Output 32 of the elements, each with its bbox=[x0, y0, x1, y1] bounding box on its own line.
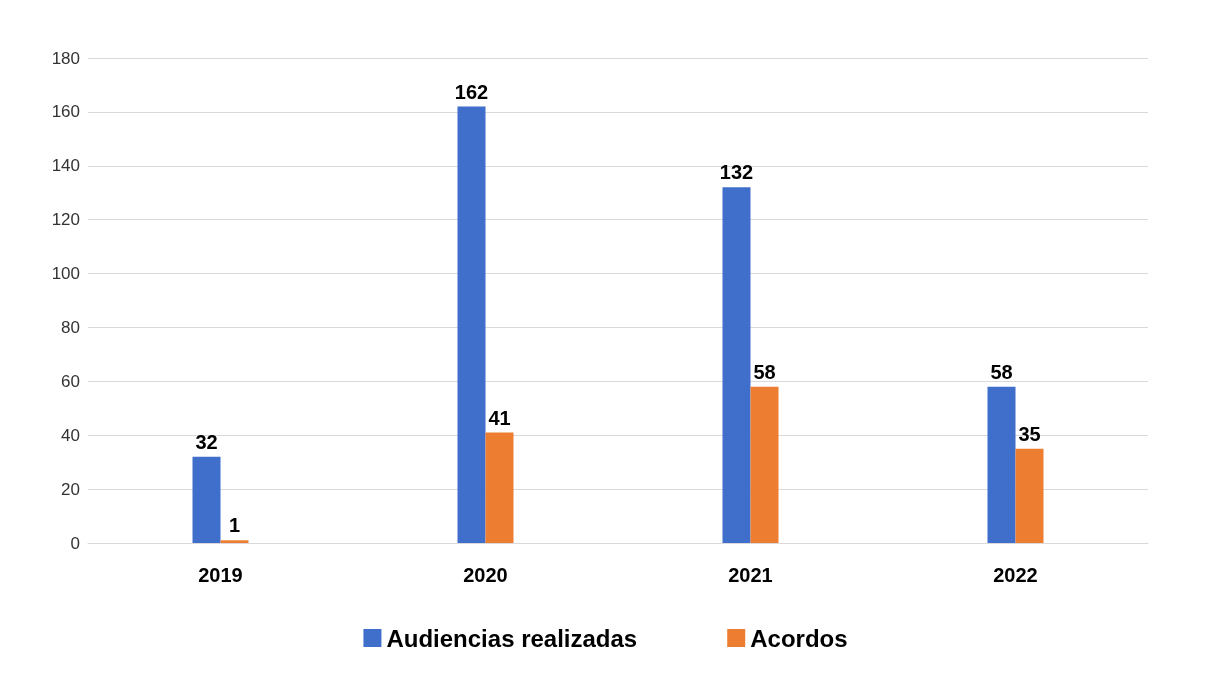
y-tick-label: 100 bbox=[51, 264, 80, 284]
bar bbox=[722, 187, 751, 543]
y-tick-label: 0 bbox=[70, 533, 80, 553]
bar bbox=[987, 386, 1016, 543]
x-tick-label: 2019 bbox=[198, 564, 243, 586]
data-label: 32 bbox=[195, 430, 218, 453]
data-label: 162 bbox=[454, 80, 489, 103]
x-tick-label: 2022 bbox=[993, 564, 1038, 586]
y-tick-label: 20 bbox=[61, 479, 80, 499]
y-tick-label: 40 bbox=[61, 425, 80, 445]
bar bbox=[457, 106, 486, 543]
data-label: 132 bbox=[719, 161, 754, 184]
data-label: 35 bbox=[1018, 422, 1041, 445]
legend-label: Audiencias realizadas bbox=[386, 624, 638, 652]
data-label: 58 bbox=[990, 360, 1013, 383]
y-tick-label: 120 bbox=[51, 210, 80, 230]
bar bbox=[485, 432, 514, 543]
data-label: 1 bbox=[228, 514, 241, 537]
data-label: 41 bbox=[488, 406, 511, 429]
bar bbox=[192, 456, 221, 543]
bar bbox=[1015, 448, 1044, 543]
y-tick-label: 160 bbox=[51, 102, 80, 122]
legend-label: Acordos bbox=[750, 624, 848, 652]
y-tick-label: 180 bbox=[51, 48, 80, 68]
y-tick-label: 60 bbox=[61, 371, 80, 391]
y-tick-label: 80 bbox=[61, 317, 80, 337]
data-label: 58 bbox=[753, 360, 776, 383]
bar bbox=[750, 386, 779, 543]
x-tick-label: 2020 bbox=[463, 564, 508, 586]
bar bbox=[220, 540, 249, 543]
y-tick-label: 140 bbox=[51, 156, 80, 176]
x-tick-label: 2021 bbox=[728, 564, 773, 586]
